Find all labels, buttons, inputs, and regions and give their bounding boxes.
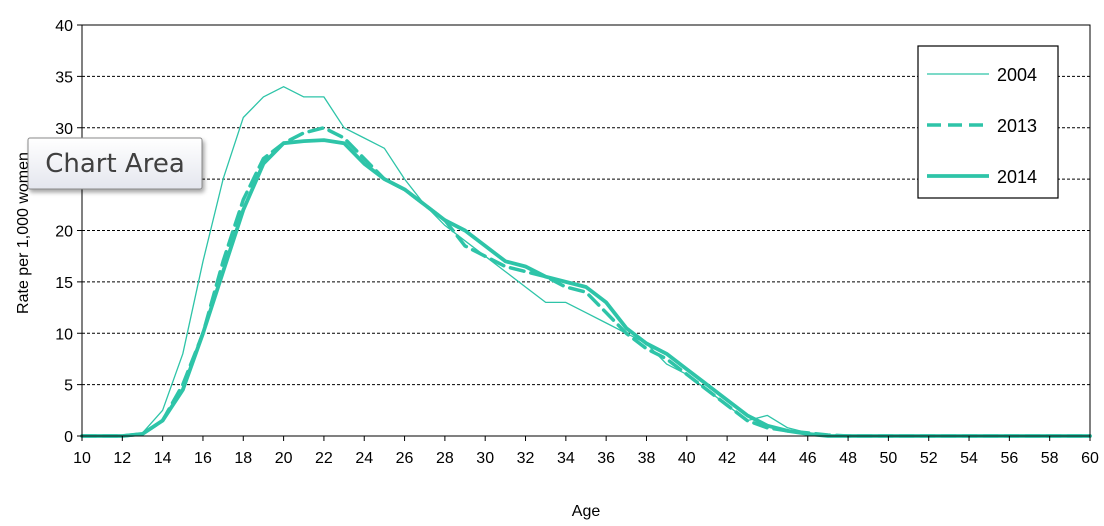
x-tick-label: 42 — [718, 450, 736, 467]
x-tick-label: 20 — [275, 450, 293, 467]
x-tick-label: 60 — [1081, 450, 1099, 467]
x-tick-label: 58 — [1041, 450, 1059, 467]
legend-label-2014: 2014 — [997, 167, 1037, 187]
axis-ticks: 0510152025303540101214161820222426283032… — [55, 18, 1099, 467]
y-tick-label: 15 — [55, 275, 73, 292]
series-line-2014[interactable] — [80, 138, 1092, 438]
x-tick-label: 44 — [759, 450, 777, 467]
x-tick-label: 34 — [557, 450, 575, 467]
y-tick-label: 0 — [64, 429, 73, 446]
series-line-2013[interactable] — [80, 126, 1092, 438]
legend-label-2013: 2013 — [997, 116, 1037, 136]
x-tick-label: 56 — [1000, 450, 1018, 467]
tooltip-box — [27, 137, 203, 190]
x-tick-label: 10 — [73, 450, 91, 467]
x-tick-label: 14 — [154, 450, 172, 467]
x-tick-label: 50 — [880, 450, 898, 467]
x-tick-label: 46 — [799, 450, 817, 467]
legend-label-2004: 2004 — [997, 65, 1037, 85]
x-tick-label: 16 — [194, 450, 212, 467]
legend-box — [917, 45, 1059, 199]
chart-area-tooltip: Chart Area — [27, 137, 203, 190]
x-tick-label: 38 — [638, 450, 656, 467]
x-tick-label: 12 — [113, 450, 131, 467]
x-tick-label: 36 — [597, 450, 615, 467]
x-axis-title: Age — [572, 503, 601, 520]
x-tick-label: 30 — [476, 450, 494, 467]
y-tick-label: 5 — [64, 378, 73, 395]
x-tick-label: 24 — [355, 450, 373, 467]
series-line-2004[interactable] — [81, 86, 1091, 437]
x-tick-label: 18 — [234, 450, 252, 467]
tooltip-text: Chart Area — [45, 149, 185, 179]
y-tick-label: 35 — [55, 69, 73, 86]
x-tick-label: 40 — [678, 450, 696, 467]
x-tick-label: 28 — [436, 450, 454, 467]
x-tick-label: 32 — [517, 450, 535, 467]
y-tick-label: 30 — [55, 121, 73, 138]
legend[interactable]: 2004 2013 2014 — [917, 45, 1059, 199]
y-tick-label: 10 — [55, 326, 73, 343]
series-lines — [80, 86, 1092, 438]
x-tick-label: 22 — [315, 450, 333, 467]
x-tick-label: 54 — [960, 450, 978, 467]
x-tick-label: 26 — [396, 450, 414, 467]
y-axis-title: Rate per 1,000 women — [15, 152, 32, 314]
x-tick-label: 48 — [839, 450, 857, 467]
x-tick-label: 52 — [920, 450, 938, 467]
y-tick-label: 20 — [55, 224, 73, 241]
y-tick-label: 40 — [55, 18, 73, 35]
